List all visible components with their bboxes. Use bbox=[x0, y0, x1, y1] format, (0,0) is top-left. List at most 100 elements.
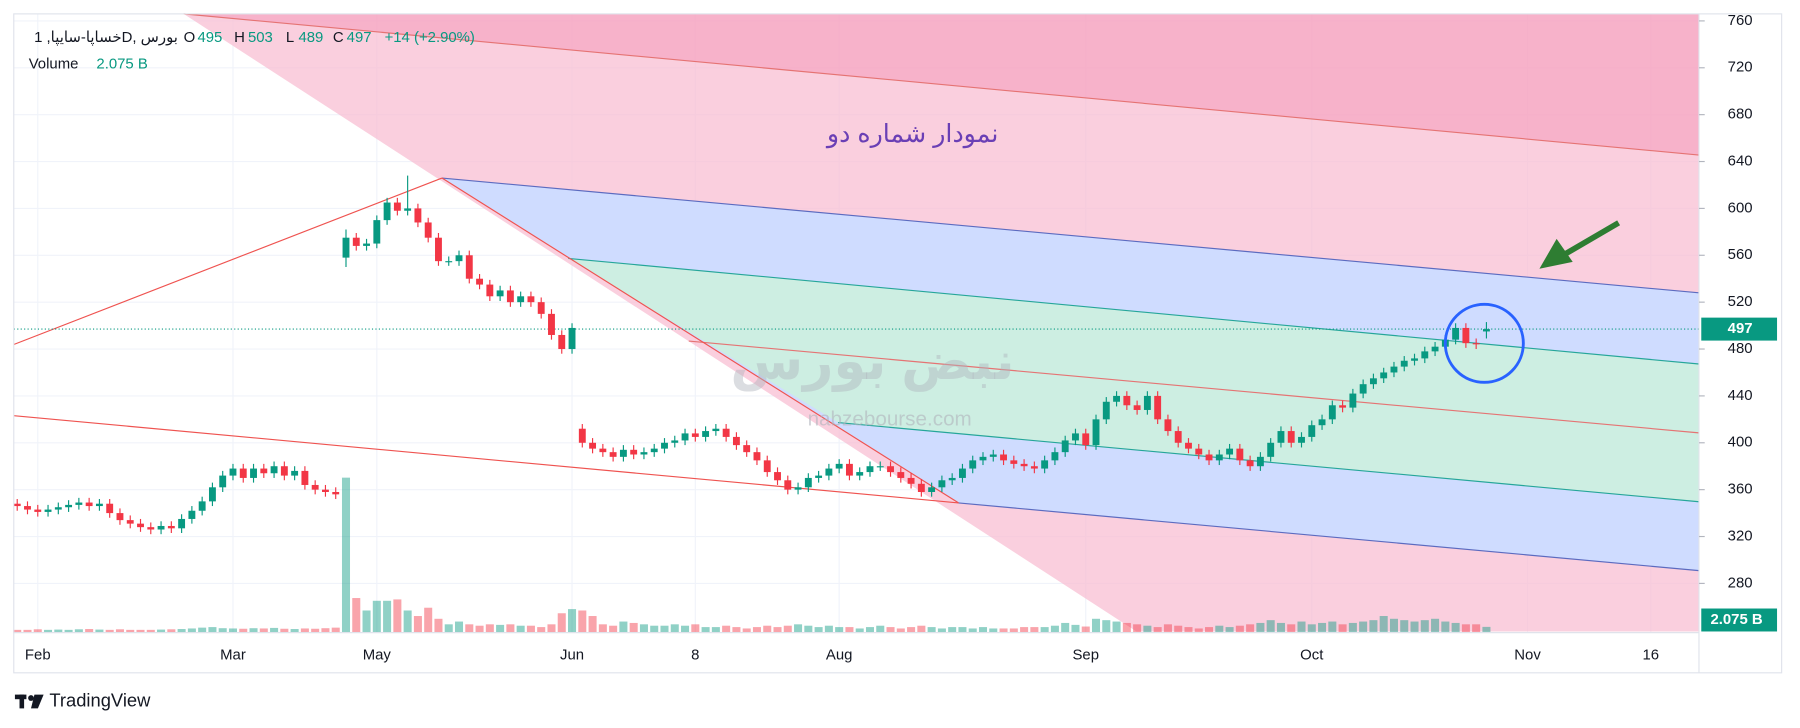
candle-body bbox=[1298, 436, 1305, 443]
x-tick-label: Nov bbox=[1514, 647, 1541, 664]
volume-bar bbox=[198, 627, 207, 633]
volume-bar bbox=[1020, 627, 1029, 633]
candle-body bbox=[1431, 346, 1439, 352]
candle-body bbox=[630, 449, 638, 455]
candle-body bbox=[1113, 395, 1121, 402]
candle-body bbox=[455, 255, 463, 262]
candle-body bbox=[691, 433, 699, 437]
candle-body bbox=[506, 290, 514, 303]
candle-body bbox=[1328, 405, 1336, 420]
candle-body bbox=[1390, 366, 1398, 373]
volume-bar bbox=[1050, 625, 1059, 633]
change: +14 (+2.90%) bbox=[385, 29, 475, 46]
candle-body bbox=[1133, 405, 1141, 410]
candle-body bbox=[1102, 401, 1110, 420]
candle-body bbox=[938, 480, 946, 488]
candle-body bbox=[116, 513, 124, 521]
candle-body bbox=[147, 527, 155, 530]
volume-bar bbox=[352, 598, 361, 633]
volume-bar bbox=[403, 610, 412, 633]
volume-bar bbox=[1400, 620, 1409, 633]
x-tick-label: May bbox=[363, 647, 392, 664]
volume-bar bbox=[331, 627, 340, 633]
x-tick-label: Sep bbox=[1072, 647, 1099, 664]
candle-body bbox=[1061, 440, 1069, 453]
volume-bar bbox=[1297, 621, 1306, 633]
candle-body bbox=[527, 296, 535, 303]
volume-bar bbox=[1143, 625, 1152, 633]
volume-bar bbox=[876, 625, 885, 633]
candle-body bbox=[13, 503, 21, 507]
volume-bar bbox=[1338, 624, 1347, 633]
y-tick-label: 400 bbox=[1728, 434, 1753, 451]
volume-bar bbox=[74, 629, 83, 633]
volume-bar bbox=[1379, 616, 1388, 633]
volume-bar bbox=[290, 629, 299, 633]
volume-bar bbox=[578, 610, 587, 633]
ohlc-value: 495 bbox=[197, 29, 222, 46]
candle-body bbox=[969, 460, 977, 469]
candle-body bbox=[126, 520, 134, 524]
candle-body bbox=[260, 468, 268, 474]
arrow bbox=[1562, 220, 1621, 258]
candle-body bbox=[1308, 425, 1316, 437]
ohlc-label: L bbox=[286, 29, 294, 46]
candle-body bbox=[1082, 433, 1090, 446]
candle-body bbox=[219, 475, 227, 488]
volume-bar bbox=[434, 618, 443, 633]
candle-body bbox=[373, 220, 381, 244]
volume-bar bbox=[691, 624, 700, 633]
candle-body bbox=[548, 313, 555, 335]
volume-bar bbox=[300, 628, 309, 633]
volume-bar bbox=[1369, 620, 1378, 633]
candle-body bbox=[1020, 463, 1028, 467]
candle-body bbox=[106, 503, 114, 514]
brand: TradingView bbox=[49, 689, 151, 710]
volume-bar bbox=[639, 624, 648, 633]
volume-bar bbox=[701, 627, 710, 633]
volume-bar bbox=[393, 599, 402, 633]
logo-part bbox=[19, 694, 25, 709]
volume-bar bbox=[948, 627, 957, 633]
volume-bar bbox=[1102, 620, 1111, 633]
volume-bar bbox=[187, 628, 196, 633]
watermark: نبض بورس bbox=[730, 332, 1014, 392]
candle-body bbox=[1226, 448, 1234, 455]
volume-bar bbox=[1009, 628, 1018, 633]
volume-bar bbox=[1030, 627, 1039, 633]
candle-body bbox=[363, 243, 370, 246]
ohlc-value: 497 bbox=[347, 29, 372, 46]
volume-bar bbox=[711, 627, 720, 633]
x-tick-label: 8 bbox=[691, 647, 699, 664]
volume-bar bbox=[1174, 625, 1183, 633]
volume-bar bbox=[516, 625, 525, 633]
volume-bar bbox=[1276, 622, 1285, 633]
volume-bar bbox=[1091, 618, 1101, 633]
candle-body bbox=[280, 466, 288, 476]
candle-body bbox=[907, 477, 915, 484]
volume-bar bbox=[1112, 621, 1121, 633]
volume-bar bbox=[1318, 622, 1327, 633]
volume-bar bbox=[568, 609, 577, 633]
volume-bar bbox=[475, 625, 484, 633]
volume-bar bbox=[773, 627, 782, 633]
candle-body bbox=[1072, 433, 1079, 441]
volume-bar bbox=[228, 628, 237, 633]
candle-body bbox=[311, 484, 319, 490]
volume-bar bbox=[999, 628, 1008, 633]
candle-body bbox=[1010, 460, 1018, 464]
candle-body bbox=[1154, 395, 1162, 420]
candle-body bbox=[157, 525, 165, 530]
candle-body bbox=[835, 463, 843, 469]
candle-body bbox=[44, 509, 52, 512]
volume-value: 2.075 B bbox=[96, 55, 147, 72]
volume-bar bbox=[496, 624, 505, 633]
volume-bar bbox=[1307, 624, 1316, 633]
candle-body bbox=[383, 202, 391, 221]
candle-body bbox=[1185, 442, 1192, 449]
candle-body bbox=[568, 327, 576, 350]
volume-bar bbox=[845, 627, 854, 633]
candle-body bbox=[476, 278, 484, 285]
volume-bar bbox=[1194, 628, 1203, 633]
candle-body bbox=[239, 468, 247, 478]
